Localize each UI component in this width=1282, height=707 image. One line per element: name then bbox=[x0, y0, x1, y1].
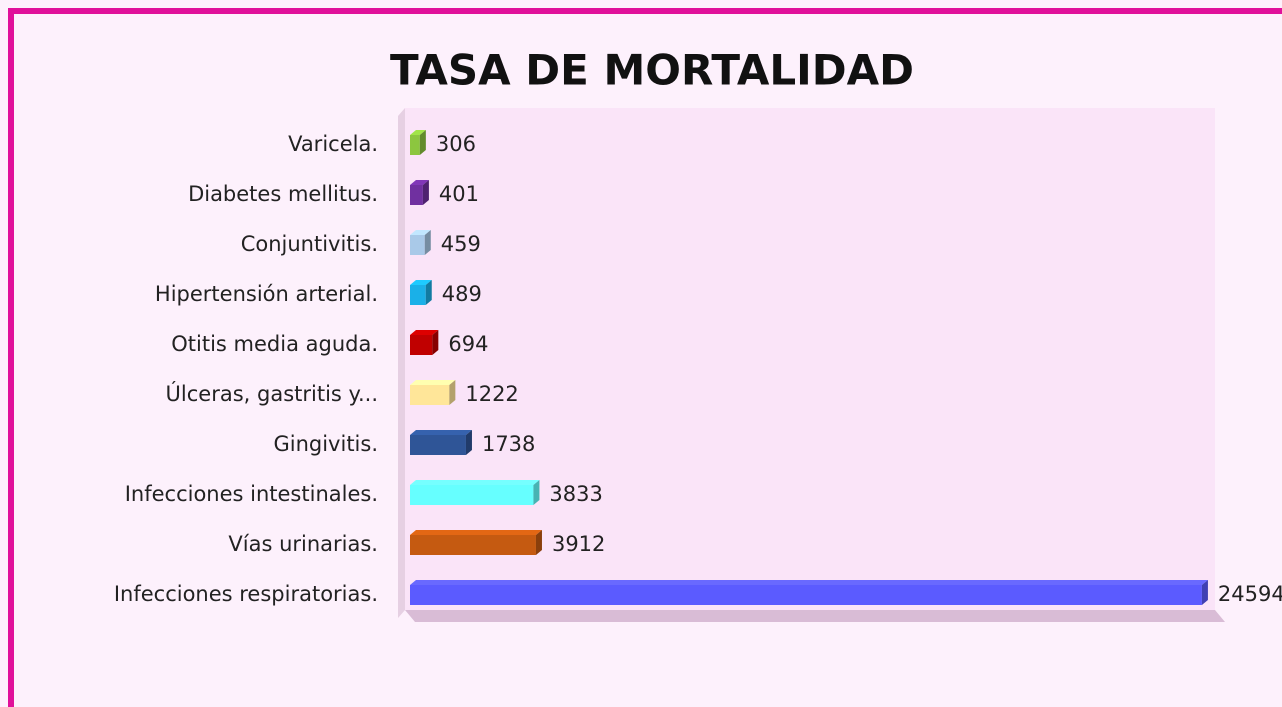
bar bbox=[410, 330, 439, 355]
bar bbox=[410, 280, 432, 305]
value-label: 459 bbox=[441, 232, 481, 256]
bar-top bbox=[410, 380, 456, 385]
bar-front bbox=[410, 235, 425, 255]
bar-side bbox=[425, 280, 432, 305]
bar-side bbox=[535, 530, 542, 555]
chart-title: TASA DE MORTALIDAD bbox=[390, 46, 914, 95]
value-label: 694 bbox=[448, 332, 488, 356]
bar-front bbox=[410, 135, 420, 155]
bar-front bbox=[410, 385, 450, 405]
bar bbox=[410, 530, 542, 555]
bar bbox=[410, 580, 1208, 605]
bar-side bbox=[422, 180, 429, 205]
bar-front bbox=[410, 485, 534, 505]
bar-front bbox=[410, 535, 536, 555]
value-label: 1222 bbox=[465, 382, 518, 406]
bar bbox=[410, 480, 540, 505]
bar bbox=[410, 130, 426, 155]
plot-area bbox=[405, 108, 1215, 610]
category-label: Infecciones intestinales. bbox=[125, 482, 378, 506]
value-label: 306 bbox=[436, 132, 476, 156]
bar bbox=[410, 230, 431, 255]
plot-floor bbox=[405, 610, 1225, 622]
bar-top bbox=[410, 330, 439, 335]
category-label: Infecciones respiratorias. bbox=[114, 582, 378, 606]
bar-front bbox=[410, 435, 466, 455]
plot-wall bbox=[398, 108, 405, 618]
category-label: Varicela. bbox=[288, 132, 378, 156]
bar-top bbox=[410, 130, 426, 135]
category-label: Hipertensión arterial. bbox=[155, 282, 378, 306]
category-label: Conjuntivitis. bbox=[241, 232, 378, 256]
bar-side bbox=[419, 130, 426, 155]
bar-top bbox=[410, 480, 540, 485]
bar bbox=[410, 180, 429, 205]
category-label: Diabetes mellitus. bbox=[188, 182, 378, 206]
value-label: 401 bbox=[439, 182, 479, 206]
bar-side bbox=[533, 480, 540, 505]
value-label: 3912 bbox=[552, 532, 605, 556]
category-label: Úlceras, gastritis y... bbox=[166, 381, 378, 406]
value-label: 24594 bbox=[1218, 582, 1282, 606]
bar-front bbox=[410, 585, 1202, 605]
bar-front bbox=[410, 285, 426, 305]
value-label: 3833 bbox=[549, 482, 602, 506]
bar-front bbox=[410, 185, 423, 205]
bar-side bbox=[424, 230, 431, 255]
value-label: 489 bbox=[442, 282, 482, 306]
category-label: Otitis media aguda. bbox=[171, 332, 378, 356]
bar-front bbox=[410, 335, 433, 355]
category-label: Vías urinarias. bbox=[228, 532, 378, 556]
bar bbox=[410, 430, 472, 455]
bar-top bbox=[410, 580, 1208, 585]
bar bbox=[410, 380, 456, 405]
bar-top bbox=[410, 430, 472, 435]
left-border bbox=[8, 8, 14, 707]
bar-top bbox=[410, 530, 542, 535]
bar-side bbox=[1201, 580, 1208, 605]
category-label: Gingivitis. bbox=[273, 432, 378, 456]
bar-top bbox=[410, 180, 429, 185]
bar-top bbox=[410, 280, 432, 285]
bar-side bbox=[432, 330, 439, 355]
bar-side bbox=[465, 430, 472, 455]
top-border bbox=[8, 8, 1282, 14]
bar-side bbox=[449, 380, 456, 405]
value-label: 1738 bbox=[482, 432, 535, 456]
bar-top bbox=[410, 230, 431, 235]
